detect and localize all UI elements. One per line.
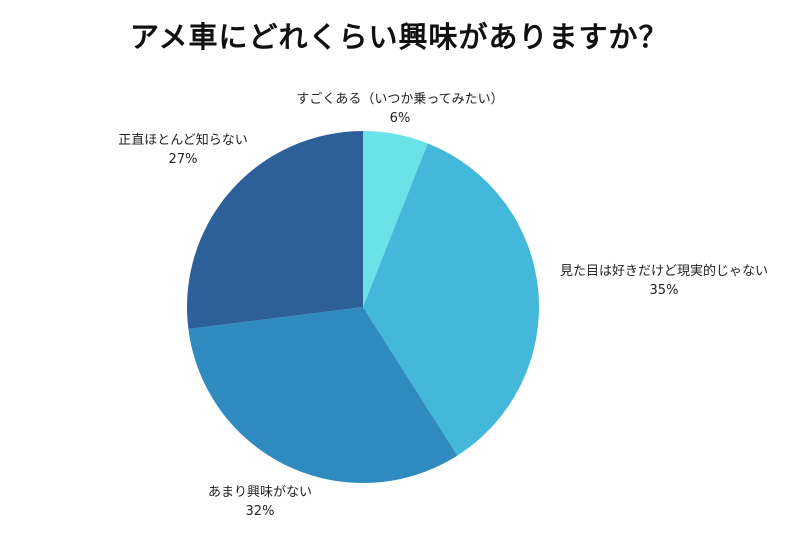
slice-label-1: 見た目は好きだけど現実的じゃない 35% — [560, 262, 768, 300]
slice-label-2-value: 32% — [245, 504, 275, 519]
slice-label-0-name: すごくある（いつか乗ってみたい） — [296, 92, 504, 107]
pie-slice-0 — [363, 131, 428, 307]
chart-title: アメ車にどれくらい興味がありますか？ — [130, 20, 669, 54]
slice-label-0-value: 6% — [389, 111, 411, 126]
slice-label-1-name: 見た目は好きだけど現実的じゃない — [559, 264, 769, 279]
slice-label-3-name: 正直ほとんど知らない — [118, 133, 248, 148]
slice-label-2-name: あまり興味がない — [207, 485, 313, 500]
pie-slice-1 — [363, 143, 539, 456]
slice-label-3: 正直ほとんど知らない 27% — [118, 131, 248, 169]
pie-slice-2 — [188, 307, 458, 483]
slice-label-1-value: 35% — [649, 283, 679, 298]
slice-label-2: あまり興味がない 32% — [208, 483, 312, 521]
pie-slice-3 — [187, 131, 363, 330]
slice-label-0: すごくある（いつか乗ってみたい） 6% — [296, 90, 503, 128]
slice-label-3-value: 27% — [168, 152, 198, 167]
